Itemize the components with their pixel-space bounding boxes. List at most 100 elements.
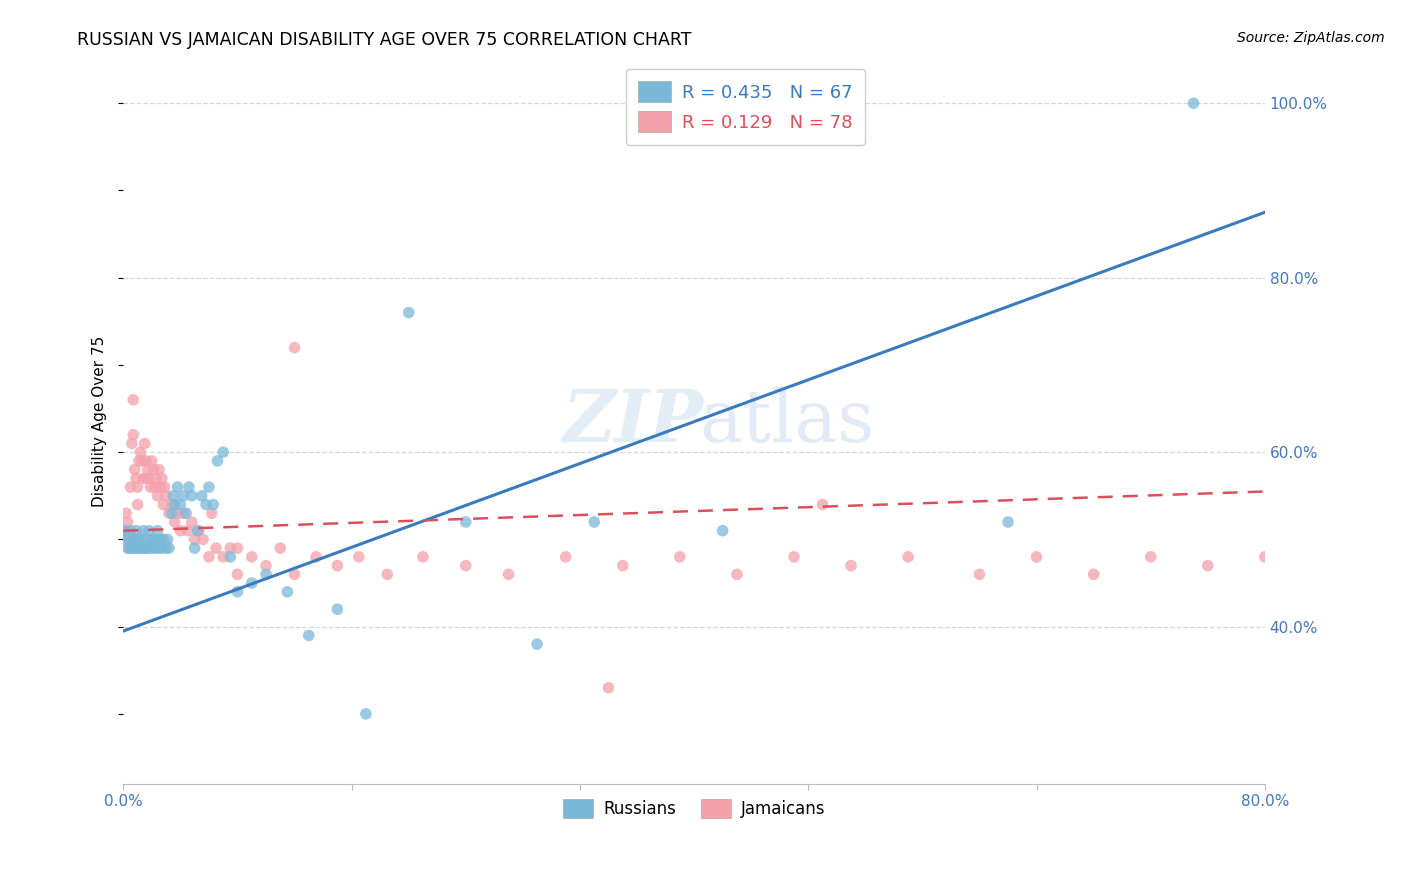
Point <box>149 480 172 494</box>
Point <box>1197 558 1219 573</box>
Point <box>612 558 634 573</box>
Text: ZIP: ZIP <box>562 386 703 458</box>
Point <box>125 471 148 485</box>
Point <box>454 558 477 573</box>
Point <box>114 524 136 538</box>
Point <box>127 541 149 556</box>
Point <box>132 524 155 538</box>
Point <box>163 498 186 512</box>
Point <box>283 567 305 582</box>
Point <box>283 341 305 355</box>
Point <box>142 463 165 477</box>
Point <box>160 498 183 512</box>
Point <box>120 524 142 538</box>
Point <box>254 558 277 573</box>
Point <box>134 541 156 556</box>
Point <box>128 454 150 468</box>
Point <box>121 436 143 450</box>
Point <box>276 584 298 599</box>
Legend: Russians, Jamaicans: Russians, Jamaicans <box>554 790 834 826</box>
Point <box>326 602 349 616</box>
Point <box>114 524 136 538</box>
Point <box>811 498 834 512</box>
Point <box>219 541 242 556</box>
Point <box>305 549 328 564</box>
Point <box>138 471 160 485</box>
Point <box>131 454 153 468</box>
Point <box>153 480 176 494</box>
Point <box>174 506 197 520</box>
Point <box>226 541 249 556</box>
Point <box>129 445 152 459</box>
Point <box>326 558 349 573</box>
Point <box>121 533 143 547</box>
Point <box>127 480 149 494</box>
Point <box>180 489 202 503</box>
Point <box>149 533 172 547</box>
Point <box>125 524 148 538</box>
Point <box>134 436 156 450</box>
Point <box>191 489 214 503</box>
Point <box>117 541 139 556</box>
Point <box>201 506 224 520</box>
Point <box>132 471 155 485</box>
Point <box>219 549 242 564</box>
Point <box>157 506 180 520</box>
Point <box>138 524 160 538</box>
Point <box>198 549 221 564</box>
Point <box>183 533 205 547</box>
Point <box>152 533 174 547</box>
Point <box>139 533 162 547</box>
Point <box>969 567 991 582</box>
Point <box>157 541 180 556</box>
Point <box>226 584 249 599</box>
Point <box>202 498 225 512</box>
Point <box>526 637 548 651</box>
Point <box>142 533 165 547</box>
Point <box>207 454 229 468</box>
Point <box>124 463 146 477</box>
Point <box>141 541 163 556</box>
Point <box>146 489 169 503</box>
Point <box>135 471 157 485</box>
Point <box>177 480 200 494</box>
Point <box>183 541 205 556</box>
Point <box>135 454 157 468</box>
Point <box>172 506 194 520</box>
Point <box>155 541 177 556</box>
Point <box>117 515 139 529</box>
Point <box>186 524 208 538</box>
Point <box>347 549 370 564</box>
Point <box>136 463 159 477</box>
Point <box>143 480 166 494</box>
Point <box>115 533 138 547</box>
Point <box>498 567 520 582</box>
Y-axis label: Disability Age Over 75: Disability Age Over 75 <box>93 336 107 508</box>
Point <box>226 567 249 582</box>
Point <box>145 471 167 485</box>
Point <box>127 498 149 512</box>
Point <box>583 515 606 529</box>
Point <box>122 427 145 442</box>
Point <box>298 628 321 642</box>
Point <box>195 498 218 512</box>
Point <box>269 541 291 556</box>
Point <box>169 524 191 538</box>
Point <box>176 524 198 538</box>
Point <box>118 533 141 547</box>
Point <box>240 576 263 591</box>
Point <box>669 549 692 564</box>
Point <box>135 541 157 556</box>
Point <box>598 681 620 695</box>
Text: Source: ZipAtlas.com: Source: ZipAtlas.com <box>1237 31 1385 45</box>
Point <box>152 498 174 512</box>
Point <box>155 489 177 503</box>
Point <box>136 541 159 556</box>
Point <box>1083 567 1105 582</box>
Point <box>148 463 170 477</box>
Point <box>150 471 173 485</box>
Point <box>205 541 228 556</box>
Point <box>166 480 188 494</box>
Point <box>118 541 141 556</box>
Point <box>156 533 179 547</box>
